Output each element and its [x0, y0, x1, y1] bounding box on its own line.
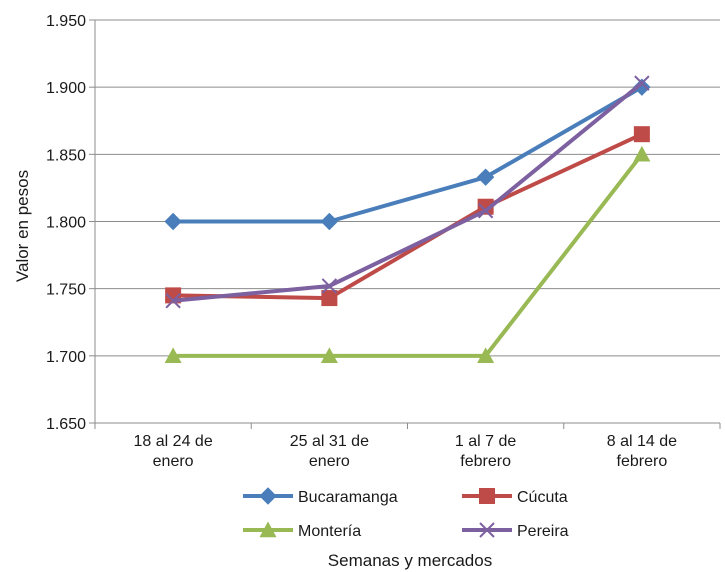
- y-tick-label: 1.850: [46, 147, 86, 164]
- legend-item-cúcuta: Cúcuta: [462, 488, 568, 506]
- series-layer: [164, 75, 651, 364]
- legend-label: Montería: [298, 523, 361, 540]
- series-line: [173, 85, 643, 224]
- data-point-triangle: [633, 145, 651, 162]
- series-line: [173, 132, 643, 301]
- x-tick-label: 25 al 31 de enero: [290, 433, 369, 470]
- series-line: [172, 81, 644, 303]
- gridlines: [95, 19, 720, 357]
- series-montería: [164, 145, 651, 364]
- x-tick-label: 8 al 14 de febrero: [607, 433, 677, 470]
- y-tick-label: 1.650: [46, 416, 86, 433]
- data-point-triangle: [259, 521, 277, 538]
- data-point-diamond: [633, 78, 651, 96]
- legend-label: Cúcuta: [517, 489, 568, 506]
- y-axis-ticks: 1.650 1.700 1.750 1.800 1.850 1.900 1.950: [46, 13, 95, 433]
- data-point-triangle: [477, 347, 495, 364]
- data-point-x: [165, 293, 181, 309]
- data-point-x: [479, 522, 495, 538]
- data-point-diamond: [476, 168, 495, 186]
- data-point-diamond: [320, 212, 339, 231]
- series-cúcuta: [165, 126, 650, 307]
- series-pereira: [165, 75, 650, 309]
- data-point-diamond: [164, 212, 182, 231]
- legend-item-bucaramanga: Bucaramanga: [243, 487, 398, 506]
- legend-label: Bucaramanga: [298, 489, 398, 506]
- y-tick-label: 1.950: [46, 13, 86, 30]
- y-tick-label: 1.750: [46, 282, 86, 299]
- x-axis-title: Semanas y mercados: [328, 551, 492, 570]
- data-point-square: [321, 290, 338, 307]
- y-tick-label: 1.800: [46, 215, 86, 232]
- series-bucaramanga: [164, 78, 651, 231]
- data-point-x: [477, 203, 494, 219]
- data-point-square: [479, 488, 495, 504]
- x-tick-label: 18 al 24 de enero: [134, 433, 213, 470]
- data-point-x: [634, 75, 650, 91]
- legend-label: Pereira: [517, 523, 569, 540]
- data-point-diamond: [259, 487, 277, 505]
- x-tick-label: 1 al 7 de febrero: [455, 433, 516, 470]
- legend-item-pereira: Pereira: [462, 522, 569, 540]
- data-point-x: [321, 278, 338, 294]
- legend: Bucaramanga Cúcuta Montería Pereira: [243, 487, 569, 540]
- y-tick-label: 1.700: [46, 349, 86, 366]
- series-line: [173, 153, 644, 358]
- data-point-triangle: [320, 347, 338, 364]
- y-axis-title: Valor en pesos: [13, 170, 32, 282]
- y-tick-label: 1.900: [46, 80, 86, 97]
- x-axis-ticks: 18 al 24 de enero 25 al 31 de enero 1 al 7 d…: [94, 423, 721, 470]
- legend-item-montería: Montería: [243, 521, 361, 540]
- data-point-square: [633, 126, 650, 143]
- data-point-triangle: [164, 347, 182, 364]
